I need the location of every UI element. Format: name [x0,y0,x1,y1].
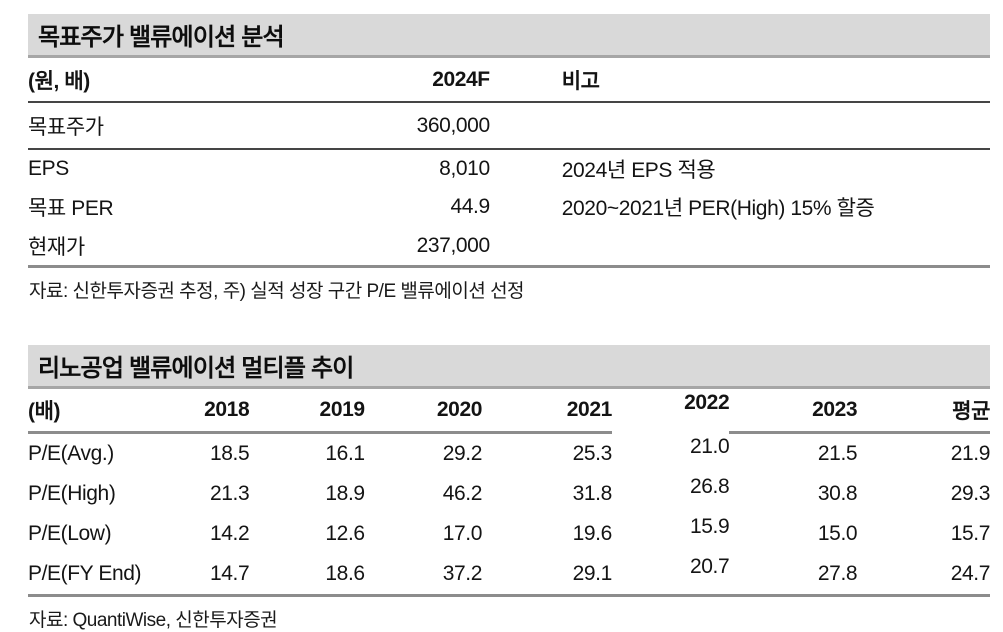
table2-header-2022: 2022 [684,391,730,414]
table1-source-note: 자료: 신한투자증권 추정, 주) 실적 성장 구간 P/E 밸류에이션 선정 [29,281,525,302]
cell-value: 31.8 [572,482,613,505]
cell-value: 21.9 [950,442,991,465]
table-row: 목표주가 360,000 [28,103,990,150]
table2-header-avg: 평균 [857,389,990,434]
row-note: 2020~2021년 PER(High) 15% 할증 [561,197,875,220]
row-value: 44.9 [450,195,490,218]
cell-value: 19.6 [572,522,613,545]
table-row: 목표 PER 44.9 2020~2021년 PER(High) 15% 할증 [28,188,990,226]
cell-value: 29.2 [442,442,483,465]
table-row: EPS 8,010 2024년 EPS 적용 [28,150,990,188]
row-value: 237,000 [278,226,490,268]
table1-header-year: 2024F [278,58,490,103]
row-note [489,103,990,150]
valuation-multiple-block: 리노공업 밸류에이션 멀티플 추이 (배) 2018 2019 2020 202… [28,345,990,632]
table-row: P/E(FY End) 14.7 18.6 37.2 29.1 20.7 27.… [28,554,990,597]
cell-value: 15.9 [689,515,730,538]
row-label: 목표 PER [28,197,114,220]
table-row: 현재가 237,000 [28,226,990,268]
table2-title: 리노공업 밸류에이션 멀티플 추이 [28,345,990,389]
table2-header-2020: 2020 [364,389,482,434]
valuation-multiple-table: (배) 2018 2019 2020 2021 2022 2023 평균 P/E… [28,389,990,597]
cell-value: 26.8 [689,475,730,498]
cell-value: 27.8 [729,554,858,597]
target-price-valuation-block: 목표주가 밸류에이션 분석 (원, 배) 2024F 비고 목표주가 360,0… [28,14,990,303]
table2-header-row: (배) 2018 2019 2020 2021 2022 2023 평균 [28,389,990,434]
cell-value: 15.0 [817,522,858,545]
row-label: P/E(Avg.) [28,442,114,465]
table1-header-row: (원, 배) 2024F 비고 [28,58,990,103]
cell-value: 29.3 [950,482,991,505]
cell-value: 14.7 [124,554,250,597]
cell-value: 20.7 [611,554,730,597]
cell-value: 21.0 [689,435,730,458]
cell-value: 18.6 [249,554,365,597]
row-label: 목표주가 [28,103,279,150]
table2-header-2021: 2021 [482,389,612,434]
cell-value: 46.2 [442,482,483,505]
cell-value: 25.3 [572,442,613,465]
row-note: 2024년 EPS 적용 [561,159,716,182]
table-row: P/E(Low) 14.2 12.6 17.0 19.6 15.9 15.0 1… [28,514,990,554]
table2-header-2018: 2018 [124,389,250,434]
cell-value: 18.9 [325,482,365,505]
cell-value: 18.5 [209,442,250,465]
row-label: P/E(High) [28,482,116,505]
cell-value: 14.2 [209,522,250,545]
cell-value: 12.6 [325,522,365,545]
table-row: P/E(Avg.) 18.5 16.1 29.2 25.3 21.0 21.5 … [28,434,990,474]
cell-value: 21.3 [209,482,250,505]
table2-header-2023: 2023 [729,389,858,434]
table1-title: 목표주가 밸류에이션 분석 [28,14,990,58]
table2-header-2019: 2019 [249,389,365,434]
cell-value: 21.5 [817,442,858,465]
cell-value: 37.2 [364,554,482,597]
cell-value: 24.7 [857,554,990,597]
table2-source-note: 자료: QuantiWise, 신한투자증권 [29,610,278,631]
table2-header-unit: (배) [28,389,125,434]
cell-value: 16.1 [325,442,365,465]
row-label: P/E(FY End) [28,554,141,597]
cell-value: 30.8 [817,482,858,505]
target-price-valuation-table: (원, 배) 2024F 비고 목표주가 360,000 EPS 8,010 2… [28,58,990,268]
cell-value: 29.1 [482,554,612,597]
cell-value: 15.7 [950,522,991,545]
row-note [489,226,990,268]
row-value: 8,010 [439,157,490,180]
table1-header-note: 비고 [489,58,990,103]
table-row: P/E(High) 21.3 18.9 46.2 31.8 26.8 30.8 … [28,474,990,514]
cell-value: 17.0 [442,522,483,545]
row-label: EPS [28,157,69,180]
row-label: P/E(Low) [28,522,112,545]
row-label: 현재가 [28,226,279,268]
row-value: 360,000 [278,103,490,150]
table1-header-unit: (원, 배) [28,58,279,103]
